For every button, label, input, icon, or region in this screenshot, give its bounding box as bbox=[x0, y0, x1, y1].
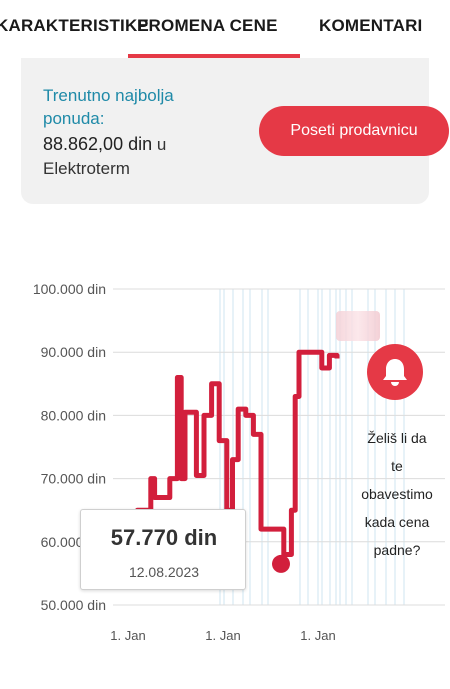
tab-bar: KARAKTERISTIKE PROMENA CENE KOMENTARI bbox=[0, 0, 450, 60]
notify-line: te bbox=[391, 458, 403, 474]
highlighted-point bbox=[272, 554, 290, 573]
store-prefix: u bbox=[156, 135, 167, 154]
y-tick-label: 90.000 din bbox=[41, 344, 106, 360]
x-tick-label: 1. Jan bbox=[205, 628, 240, 643]
x-axis-ticks: 1. Jan 1. Jan 1. Jan bbox=[110, 628, 335, 643]
x-tick-label: 1. Jan bbox=[110, 628, 145, 643]
tab-comments[interactable]: KOMENTARI bbox=[319, 16, 423, 35]
best-offer-price: 88.862,00 din bbox=[43, 134, 153, 154]
price-alert-text: Želiš li da te obavestimo kada cena padn… bbox=[350, 424, 444, 564]
store-name: Elektroterm bbox=[43, 159, 130, 178]
notify-line: obavestimo bbox=[361, 486, 433, 502]
x-tick-label: 1. Jan bbox=[300, 628, 335, 643]
vertical-grid-lines bbox=[219, 289, 405, 605]
y-tick-label: 50.000 din bbox=[41, 597, 106, 613]
best-offer-card: Trenutno najbolja ponuda: 88.862,00 din … bbox=[21, 58, 449, 204]
notify-line: Želiš li da bbox=[367, 430, 427, 446]
tab-characteristics[interactable]: KARAKTERISTIKE bbox=[0, 16, 149, 35]
bell-icon bbox=[383, 359, 407, 386]
tooltip-date: 12.08.2023 bbox=[128, 564, 200, 580]
notify-line: padne? bbox=[373, 542, 421, 558]
y-tick-label: 100.000 din bbox=[33, 281, 106, 297]
price-history-chart[interactable]: 100.000 din 90.000 din 80.000 din 70.000 di… bbox=[0, 260, 450, 660]
notify-line: kada cena bbox=[364, 514, 430, 530]
tab-price-change[interactable]: PROMENA CENE bbox=[137, 16, 278, 35]
visit-store-button[interactable]: Poseti prodavnicu bbox=[259, 106, 449, 156]
best-offer-details: 88.862,00 din u Elektroterm bbox=[43, 132, 223, 181]
y-tick-label: 80.000 din bbox=[41, 407, 106, 423]
tooltip-price: 57.770 din bbox=[110, 525, 218, 550]
blurred-price-badge bbox=[336, 311, 380, 341]
price-alert-button[interactable] bbox=[367, 344, 423, 400]
active-tab-indicator bbox=[128, 54, 300, 58]
y-tick-label: 70.000 din bbox=[41, 471, 106, 487]
best-offer-label: Trenutno najbolja ponuda: bbox=[43, 86, 174, 128]
price-tooltip: 57.770 din 12.08.2023 bbox=[80, 509, 246, 590]
